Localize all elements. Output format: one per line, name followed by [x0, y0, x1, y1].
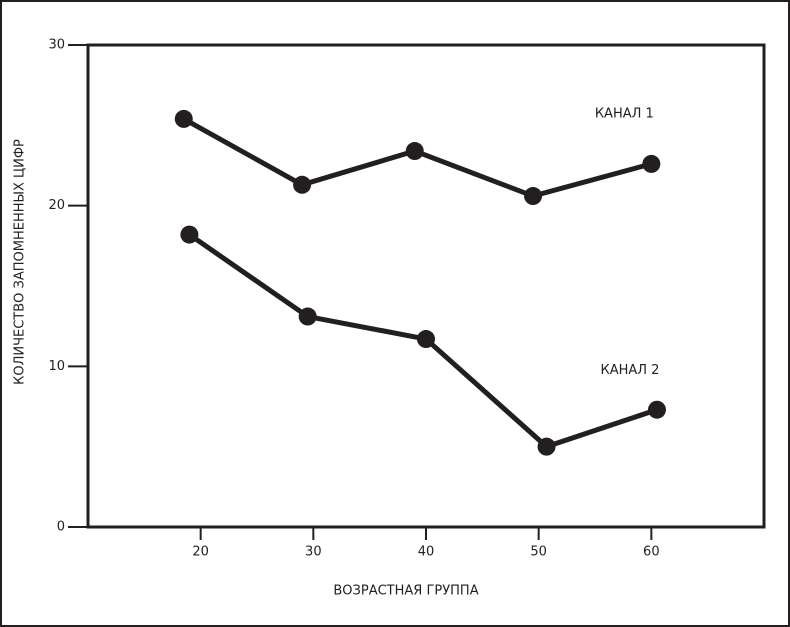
data-point [537, 437, 556, 456]
data-point [293, 175, 312, 194]
data-point [647, 400, 666, 419]
x-tick-label: 50 [530, 545, 547, 560]
y-tick-label: 10 [48, 359, 65, 374]
series-label: КАНАЛ 1 [595, 106, 654, 121]
data-point [174, 109, 193, 128]
y-tick-label: 0 [57, 520, 65, 535]
data-point [298, 307, 317, 326]
data-point [524, 187, 543, 206]
x-tick-label: 30 [305, 545, 322, 560]
series-label: КАНАЛ 2 [600, 363, 659, 378]
data-point [180, 225, 199, 244]
y-tick-label: 30 [48, 38, 65, 53]
data-point [405, 142, 424, 161]
y-tick-label: 20 [48, 198, 65, 213]
data-point [642, 154, 661, 173]
y-axis-label: КОЛИЧЕСТВО ЗАПОМНЕННЫХ ЦИФР [13, 139, 28, 385]
x-axis-label: ВОЗРАСТНАЯ ГРУППА [333, 584, 478, 599]
data-point [417, 330, 435, 349]
x-tick-label: 20 [192, 545, 209, 560]
x-tick-label: 60 [643, 545, 660, 560]
x-tick-label: 40 [418, 545, 435, 560]
